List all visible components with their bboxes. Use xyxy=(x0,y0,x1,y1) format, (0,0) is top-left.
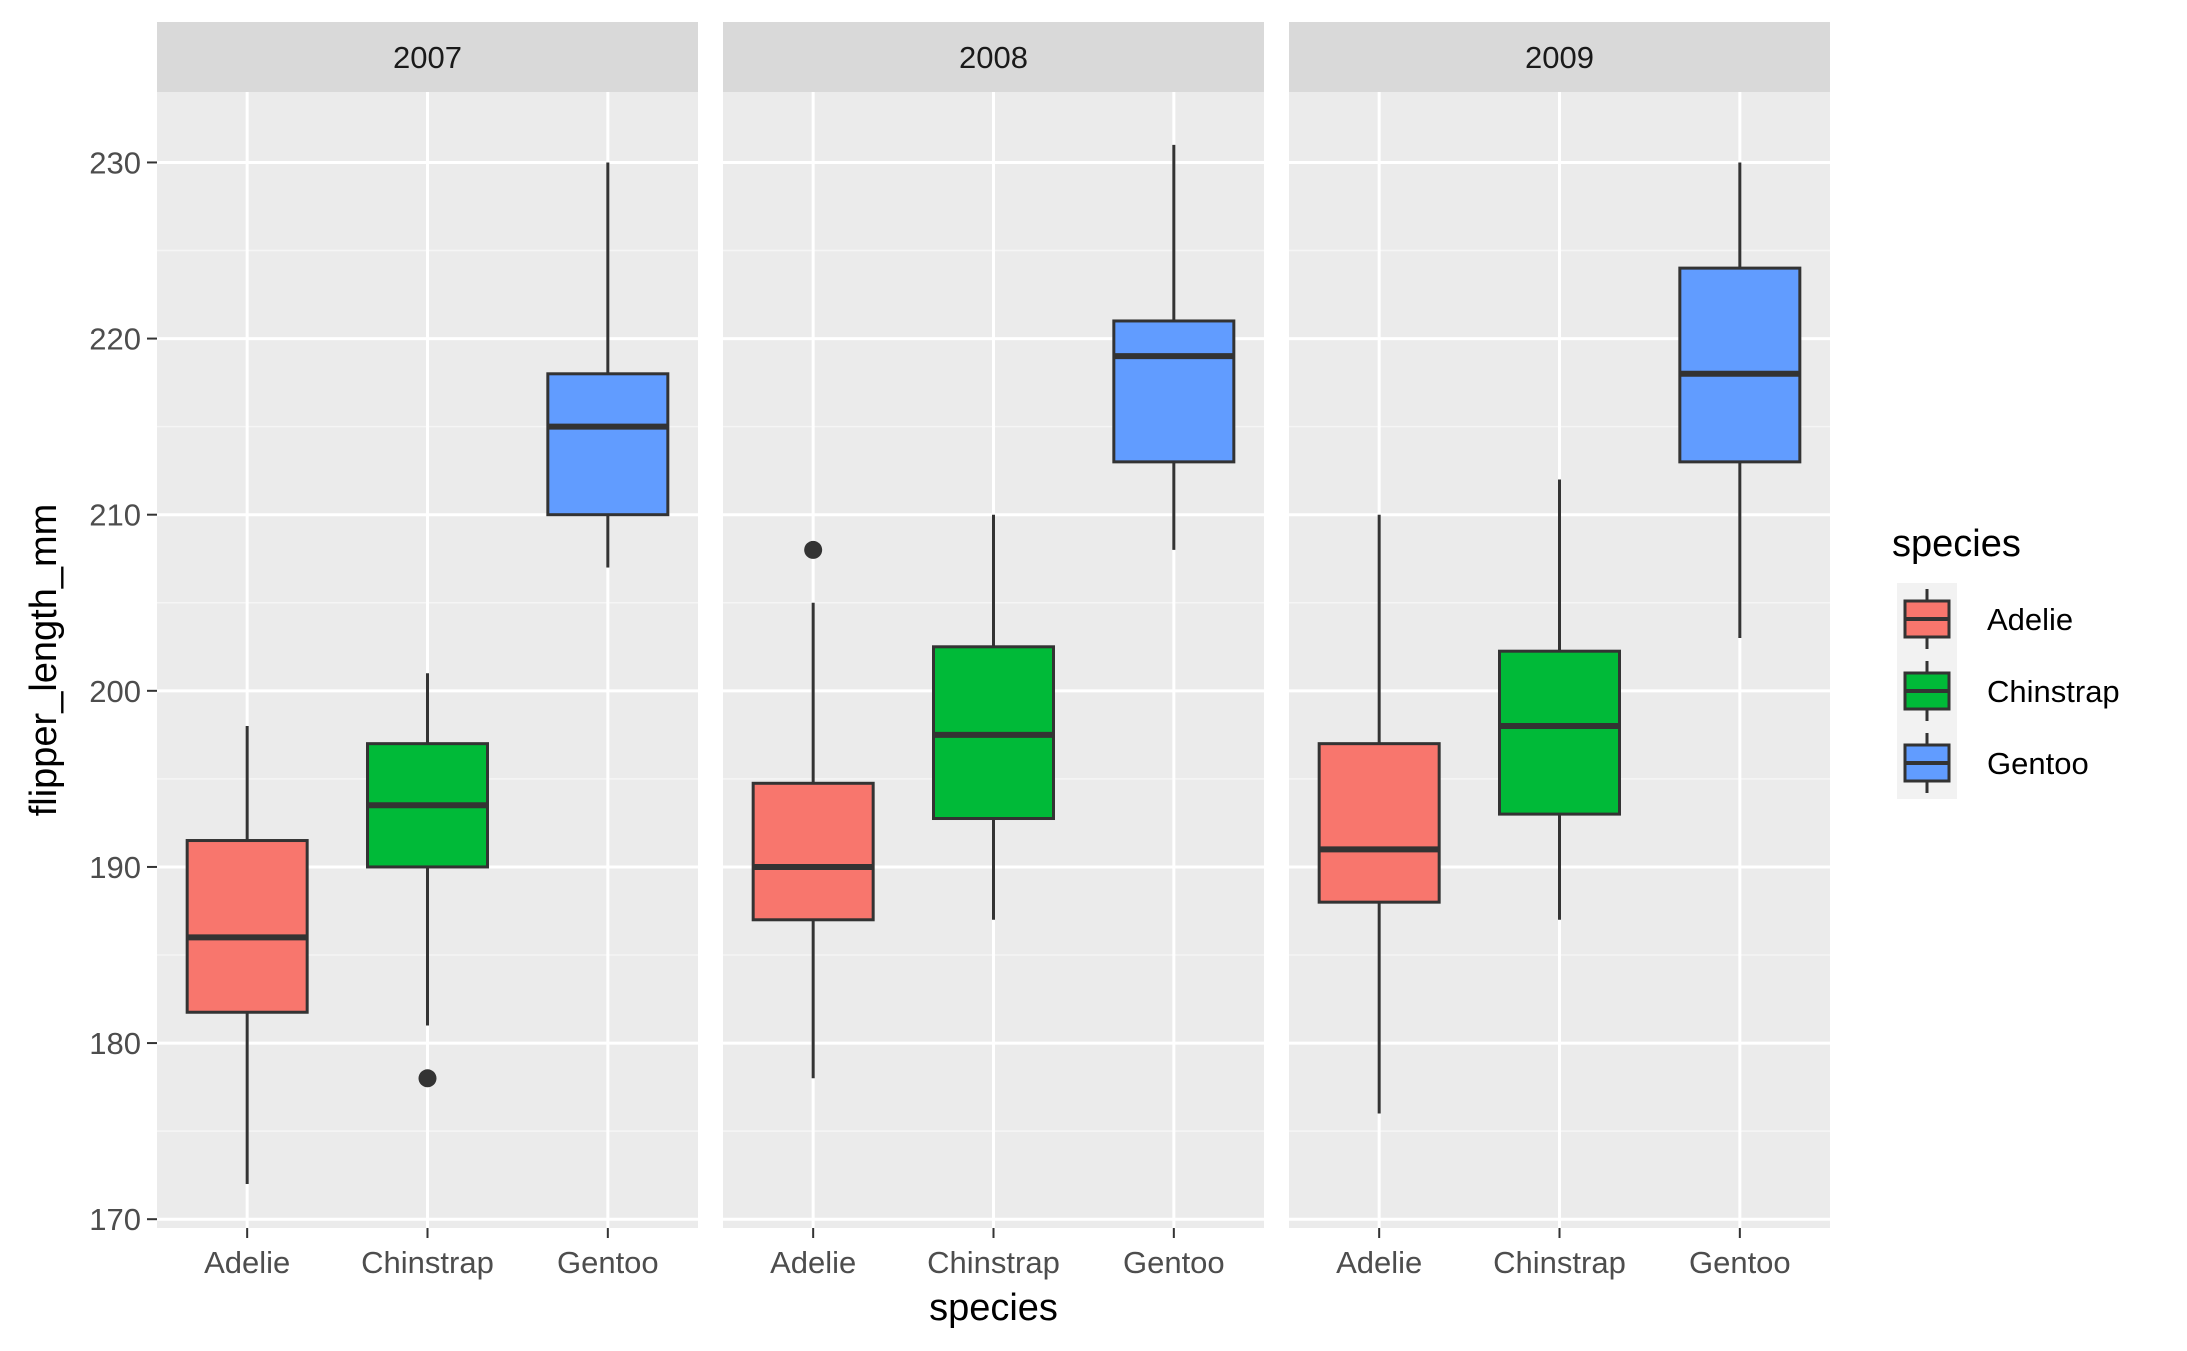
box-Gentoo xyxy=(546,162,670,568)
facet-strip xyxy=(723,22,1264,92)
x-tick-label: Adelie xyxy=(1336,1245,1422,1280)
y-tick-label: 200 xyxy=(89,674,141,709)
x-axis-title: species xyxy=(929,1287,1058,1329)
box-iqr xyxy=(1317,742,1441,904)
legend-entry-label: Adelie xyxy=(1987,602,2073,637)
facet-strip-label: 2007 xyxy=(393,40,462,75)
outlier-point xyxy=(418,1069,437,1088)
x-tick-label: Gentoo xyxy=(1123,1245,1225,1280)
box-Chinstrap xyxy=(366,673,489,1088)
x-tick-label: Adelie xyxy=(770,1245,856,1280)
x-tick-label: Gentoo xyxy=(1689,1245,1791,1280)
box-iqr xyxy=(1498,649,1621,816)
legend-entry-label: Gentoo xyxy=(1987,746,2089,781)
legend-title: species xyxy=(1892,523,2021,565)
y-axis: 170 180 190 200 210 220 230 xyxy=(89,145,157,1237)
facet-strip-label: 2008 xyxy=(959,40,1028,75)
y-tick-label: 220 xyxy=(89,322,141,357)
x-tick-label: Chinstrap xyxy=(927,1245,1060,1280)
box-iqr xyxy=(1678,266,1802,464)
box-iqr xyxy=(546,372,670,517)
facet-panel-2007: 2007 Adelie Chinstrap Gentoo xyxy=(157,22,698,1280)
box-Chinstrap xyxy=(932,514,1055,920)
x-tick-label: Gentoo xyxy=(557,1245,659,1280)
facet-strip xyxy=(157,22,698,92)
legend-key-Gentoo xyxy=(1903,733,1951,793)
box-Gentoo xyxy=(1678,162,1802,638)
y-tick-label: 190 xyxy=(89,850,141,885)
y-tick-label: 210 xyxy=(89,498,141,533)
box-Adelie xyxy=(1317,514,1441,1114)
facet-panel-2009: 2009 Adelie Chinstrap Gentoo xyxy=(1289,22,1830,1280)
x-tick-label: Chinstrap xyxy=(361,1245,494,1280)
box-Chinstrap xyxy=(1498,479,1621,920)
y-tick-label: 170 xyxy=(89,1202,141,1237)
legend-entry-label: Chinstrap xyxy=(1987,674,2120,709)
box-iqr xyxy=(1112,319,1236,464)
legend: species Adelie Chinstrap Gentoo xyxy=(1892,523,2120,799)
box-iqr xyxy=(751,781,875,922)
y-tick-label: 230 xyxy=(89,145,141,180)
y-tick-label: 180 xyxy=(89,1026,141,1061)
facet-panel-2008: 2008 Adelie Chinstrap Gentoo xyxy=(723,22,1264,1280)
box-iqr xyxy=(185,839,309,1014)
outlier-point xyxy=(804,540,823,559)
facet-panels: 170 180 190 200 210 220 230 2007 Adelie Chinstrap… xyxy=(89,22,1830,1280)
legend-key-Chinstrap xyxy=(1903,661,1951,721)
facet-strip-label: 2009 xyxy=(1525,40,1594,75)
x-tick-label: Adelie xyxy=(204,1245,290,1280)
legend-key-Adelie xyxy=(1903,589,1951,649)
facet-strip xyxy=(1289,22,1830,92)
y-axis-title: flipper_length_mm xyxy=(23,504,65,817)
box-Adelie xyxy=(751,540,875,1079)
box-Gentoo xyxy=(1112,144,1236,550)
x-tick-label: Chinstrap xyxy=(1493,1245,1626,1280)
box-Adelie xyxy=(185,726,309,1184)
